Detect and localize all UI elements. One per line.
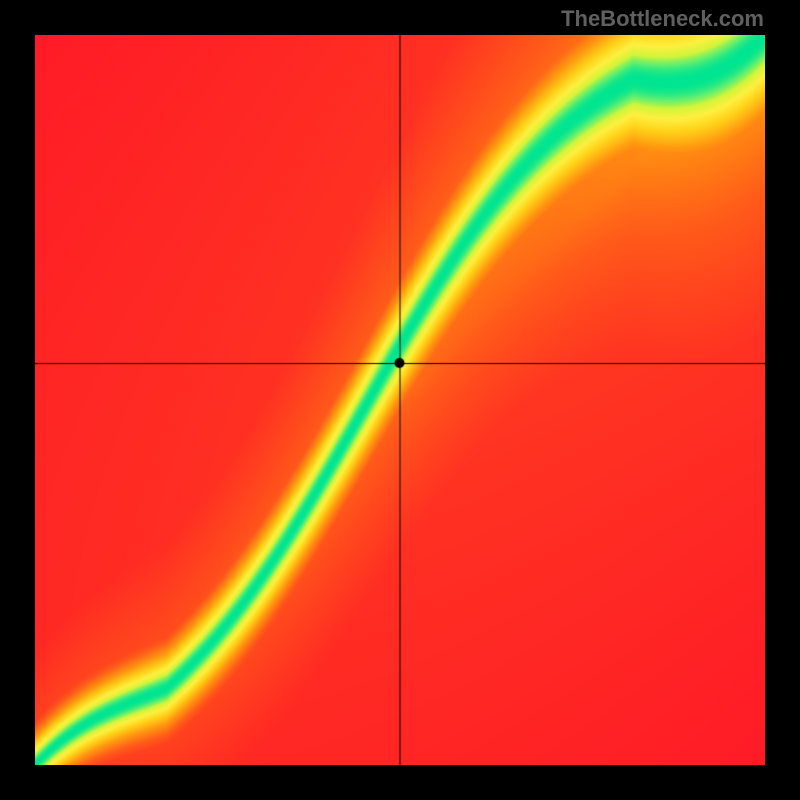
heatmap-canvas [35, 35, 765, 765]
chart-container: TheBottleneck.com [0, 0, 800, 800]
watermark-label: TheBottleneck.com [561, 6, 764, 32]
